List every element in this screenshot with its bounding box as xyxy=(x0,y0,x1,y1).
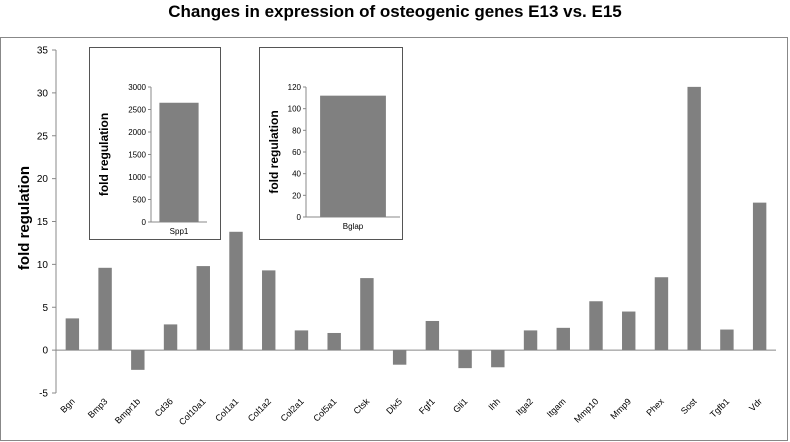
x-tick-label: Itga2 xyxy=(514,396,535,417)
y-tick-label: 30 xyxy=(37,88,49,99)
x-tick-label: Col5a1 xyxy=(311,396,338,423)
x-tick-label: Mmp9 xyxy=(608,396,633,421)
bar-mmp9 xyxy=(622,311,636,351)
x-tick-label: Fgf1 xyxy=(417,396,437,416)
y-tick-label: 25 xyxy=(37,131,49,142)
bar-phex xyxy=(654,277,669,351)
inset-y-tick-label: 1000 xyxy=(128,173,146,182)
bar-bmpr1b xyxy=(131,350,145,370)
bar-tgfb1 xyxy=(720,329,734,351)
x-tick-label: Sost xyxy=(679,396,699,416)
y-tick-label: -5 xyxy=(39,389,48,400)
y-tick-label: 35 xyxy=(37,46,49,57)
x-tick-label: Vdr xyxy=(747,396,764,413)
bar-col1a2 xyxy=(262,270,276,351)
bar-col2a1 xyxy=(294,330,309,351)
inset-frame xyxy=(89,47,221,240)
y-tick-label: 5 xyxy=(42,303,48,314)
inset-y-tick-label: 0 xyxy=(297,213,302,222)
bar-bmp3 xyxy=(98,267,112,351)
bar-col1a1 xyxy=(229,231,243,351)
y-axis-label: fold regulation xyxy=(16,166,33,270)
inset-bar-spp1 xyxy=(159,102,199,222)
bar-ihh xyxy=(491,350,505,368)
x-tick-label: Ihh xyxy=(486,396,502,412)
x-tick-label: Gli1 xyxy=(451,396,469,414)
bar-vdr xyxy=(752,202,767,351)
x-tick-label: Ctsk xyxy=(352,396,372,416)
inset-category-label: Bglap xyxy=(343,222,364,231)
x-tick-label: Tgfb1 xyxy=(708,396,731,419)
x-tick-label: Cd36 xyxy=(153,396,175,418)
bar-bgn xyxy=(65,318,80,351)
inset-y-tick-label: 500 xyxy=(133,196,147,205)
bar-itga2 xyxy=(523,330,538,351)
bar-cd36 xyxy=(163,324,178,351)
inset-y-tick-label: 2500 xyxy=(128,106,146,115)
x-tick-label: Itgam xyxy=(545,396,568,419)
bar-dlx5 xyxy=(392,350,407,365)
inset-spp1: 0 500 1000 1500 2000 2500 3000 Spp1 fold regulat… xyxy=(89,47,221,240)
x-tick-label: Mmp10 xyxy=(572,396,600,424)
inset-y-tick-label: 120 xyxy=(288,83,302,92)
x-tick-label: Dlx5 xyxy=(384,396,404,416)
inset-y-tick-label: 0 xyxy=(142,218,147,227)
inset-y-tick-label: 2000 xyxy=(128,128,146,137)
bar-col5a1 xyxy=(327,332,341,351)
bar-col10a1 xyxy=(196,266,210,351)
bar-gli1 xyxy=(458,350,472,369)
y-tick-label: 0 xyxy=(42,346,48,357)
inset-y-tick-label: 3000 xyxy=(128,83,146,92)
x-tick-label: Phex xyxy=(644,396,666,418)
bar-sost xyxy=(687,86,701,351)
inset-y-tick-label: 60 xyxy=(292,148,301,157)
inset-bar-bglap xyxy=(320,95,386,217)
bar-itgam xyxy=(556,327,570,351)
x-tick-label: Bmpr1b xyxy=(113,396,142,425)
inset-category-label: Spp1 xyxy=(170,227,189,236)
bar-ctsk xyxy=(360,278,374,351)
x-tick-label: Bmp3 xyxy=(86,396,110,420)
bar-fgf1 xyxy=(425,320,440,351)
x-tick-label: Col10a1 xyxy=(177,396,208,427)
x-tick-label: Col2a1 xyxy=(279,396,306,423)
x-tick-label: Col1a2 xyxy=(246,396,273,423)
inset-y-tick-label: 40 xyxy=(292,170,301,179)
inset-y-axis-label: fold regulation xyxy=(97,113,111,196)
y-tick-label: 20 xyxy=(37,174,49,185)
x-tick-label: Col1a1 xyxy=(213,396,240,423)
y-tick-label: 10 xyxy=(37,260,49,271)
x-tick-label: Bgn xyxy=(58,396,76,414)
inset-y-axis-label: fold regulation xyxy=(267,110,281,193)
bar-mmp10 xyxy=(589,301,603,351)
inset-y-tick-label: 100 xyxy=(288,105,302,114)
chart-frame xyxy=(0,37,788,441)
y-tick-label: 15 xyxy=(37,217,49,228)
chart-title: Changes in expression of osteogenic gene… xyxy=(168,2,622,21)
inset-y-tick-label: 20 xyxy=(292,191,301,200)
inset-y-tick-label: 1500 xyxy=(128,151,146,160)
inset-bglap: 0 20 40 60 80 100 120 Bglap fold regulation xyxy=(259,47,403,240)
inset-y-tick-label: 80 xyxy=(292,126,301,135)
